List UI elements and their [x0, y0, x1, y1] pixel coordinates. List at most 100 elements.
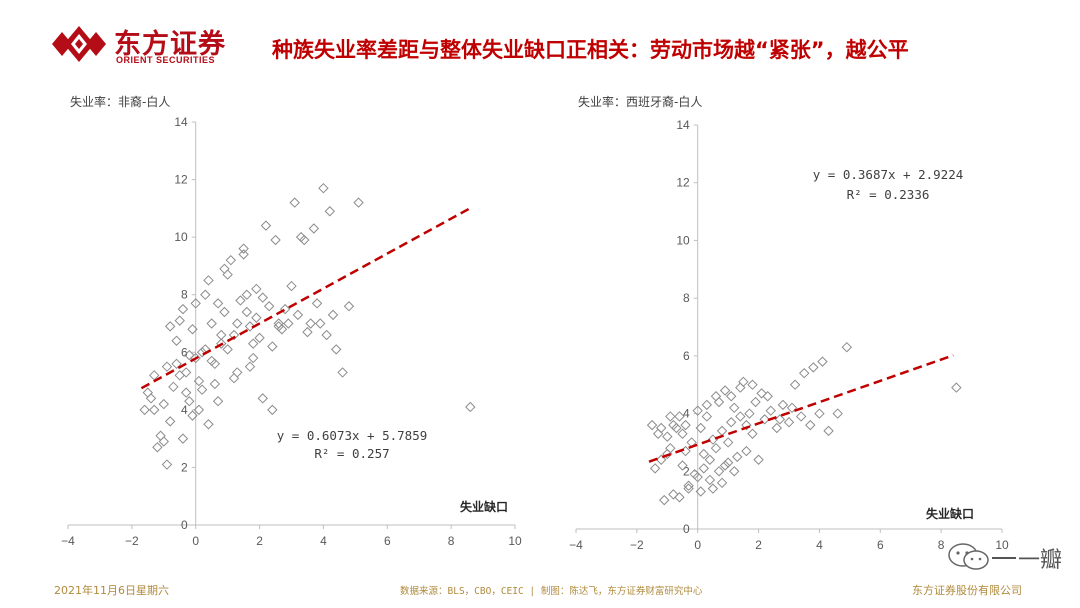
data-point [299, 234, 310, 246]
data-point [238, 243, 249, 254]
data-point [674, 411, 685, 422]
data-point [279, 303, 291, 315]
x-tick-label: 10 [508, 534, 522, 548]
data-point [302, 326, 313, 338]
watermark-text: 一瓣 [1018, 548, 1063, 573]
data-point [177, 303, 189, 315]
watermark-dash [992, 557, 1016, 559]
data-point [774, 414, 786, 425]
data-point [677, 460, 688, 471]
data-point [704, 474, 716, 486]
data-point [187, 410, 198, 421]
orient-logo-icon [52, 26, 106, 62]
data-point [753, 454, 764, 465]
footer: 2021年11月6日星期六 数据来源：BLS，CBO，CEIC | 制图：陈达飞… [0, 580, 1080, 604]
y-tick-label: 2 [683, 464, 690, 478]
data-point [662, 448, 673, 460]
header: 东方证券 ORIENT SECURITIES 种族失业率差距与整体失业缺口正相关… [0, 0, 1080, 84]
data-point [841, 341, 853, 353]
data-point [270, 234, 281, 246]
y-tick-label: 8 [181, 288, 188, 302]
data-point [646, 419, 658, 431]
y-tick-label: 4 [181, 403, 188, 417]
data-point [206, 318, 217, 329]
data-point [251, 283, 262, 295]
data-point [292, 309, 304, 321]
x-tick-label: 4 [320, 534, 327, 548]
data-point [741, 419, 752, 431]
x-tick-label: −2 [125, 534, 139, 548]
data-point [808, 362, 819, 373]
data-point [677, 428, 688, 439]
data-point [171, 335, 182, 346]
data-point [164, 416, 176, 427]
data-point [823, 425, 834, 437]
data-point [716, 477, 728, 489]
y-tick-label: 6 [683, 349, 690, 363]
data-point [701, 411, 713, 422]
data-point [283, 318, 294, 329]
y-tick-label: 10 [676, 233, 690, 247]
data-point [267, 404, 278, 416]
data-point [701, 399, 713, 411]
data-point [655, 422, 667, 434]
x-tick-label: 6 [877, 538, 884, 552]
data-point [668, 419, 679, 431]
data-point [783, 417, 795, 428]
data-point [716, 425, 728, 437]
data-point [289, 197, 300, 208]
logo: 东方证券 ORIENT SECURITIES [50, 22, 250, 68]
data-point [735, 411, 746, 422]
x-tick-label: −4 [61, 534, 75, 548]
data-point [707, 483, 719, 494]
data-point [738, 376, 749, 388]
x-tick-label: 2 [755, 538, 762, 552]
y-tick-label: 0 [181, 518, 188, 532]
data-point [789, 379, 801, 390]
y-tick-label: 14 [676, 118, 690, 132]
footer-source: 数据来源：BLS，CBO，CEIC | 制图：陈达飞，东方证券财富研究中心 [400, 586, 703, 597]
x-tick-label: 8 [448, 534, 455, 548]
data-point [330, 344, 342, 355]
data-point [174, 370, 185, 381]
data-point [276, 324, 288, 335]
y-tick-label: 12 [174, 173, 188, 187]
data-point [722, 457, 734, 468]
data-point [465, 401, 476, 413]
data-point [337, 367, 348, 378]
data-point [196, 384, 208, 395]
data-point [710, 442, 722, 454]
data-point [257, 393, 268, 404]
data-point [244, 361, 256, 372]
data-point [683, 483, 694, 494]
y-axis-label: 失业率：非裔-白人 [70, 94, 170, 109]
footer-date: 2021年11月6日星期六 [54, 584, 169, 597]
x-tick-label: 10 [995, 538, 1009, 552]
data-point [209, 378, 221, 390]
data-point [353, 197, 364, 208]
logo-chinese-name: 东方证券 [114, 29, 226, 60]
data-point [216, 338, 227, 349]
data-point [747, 379, 758, 390]
data-point [668, 489, 679, 500]
x-tick-label: 2 [256, 534, 263, 548]
data-point [149, 404, 160, 416]
data-point [741, 445, 752, 457]
data-point [765, 405, 776, 416]
data-point [238, 249, 249, 260]
data-point [756, 388, 767, 399]
data-point [212, 298, 224, 309]
data-point [814, 408, 825, 419]
data-point [308, 223, 320, 234]
data-point [704, 454, 716, 465]
data-point [683, 480, 694, 491]
data-point [786, 402, 798, 414]
data-point [241, 289, 253, 300]
chart-left: 失业率：非裔-白人 −4 −2 0 2 4 6 8 10 0 2 4 6 8 10 12 14 y = 0.607… [50, 88, 540, 558]
data-point [184, 396, 195, 407]
x-tick-label: 0 [694, 538, 701, 552]
data-point [318, 183, 329, 194]
data-point [324, 206, 336, 217]
data-point [152, 442, 163, 453]
logo-english-name: ORIENT SECURITIES [116, 55, 216, 65]
